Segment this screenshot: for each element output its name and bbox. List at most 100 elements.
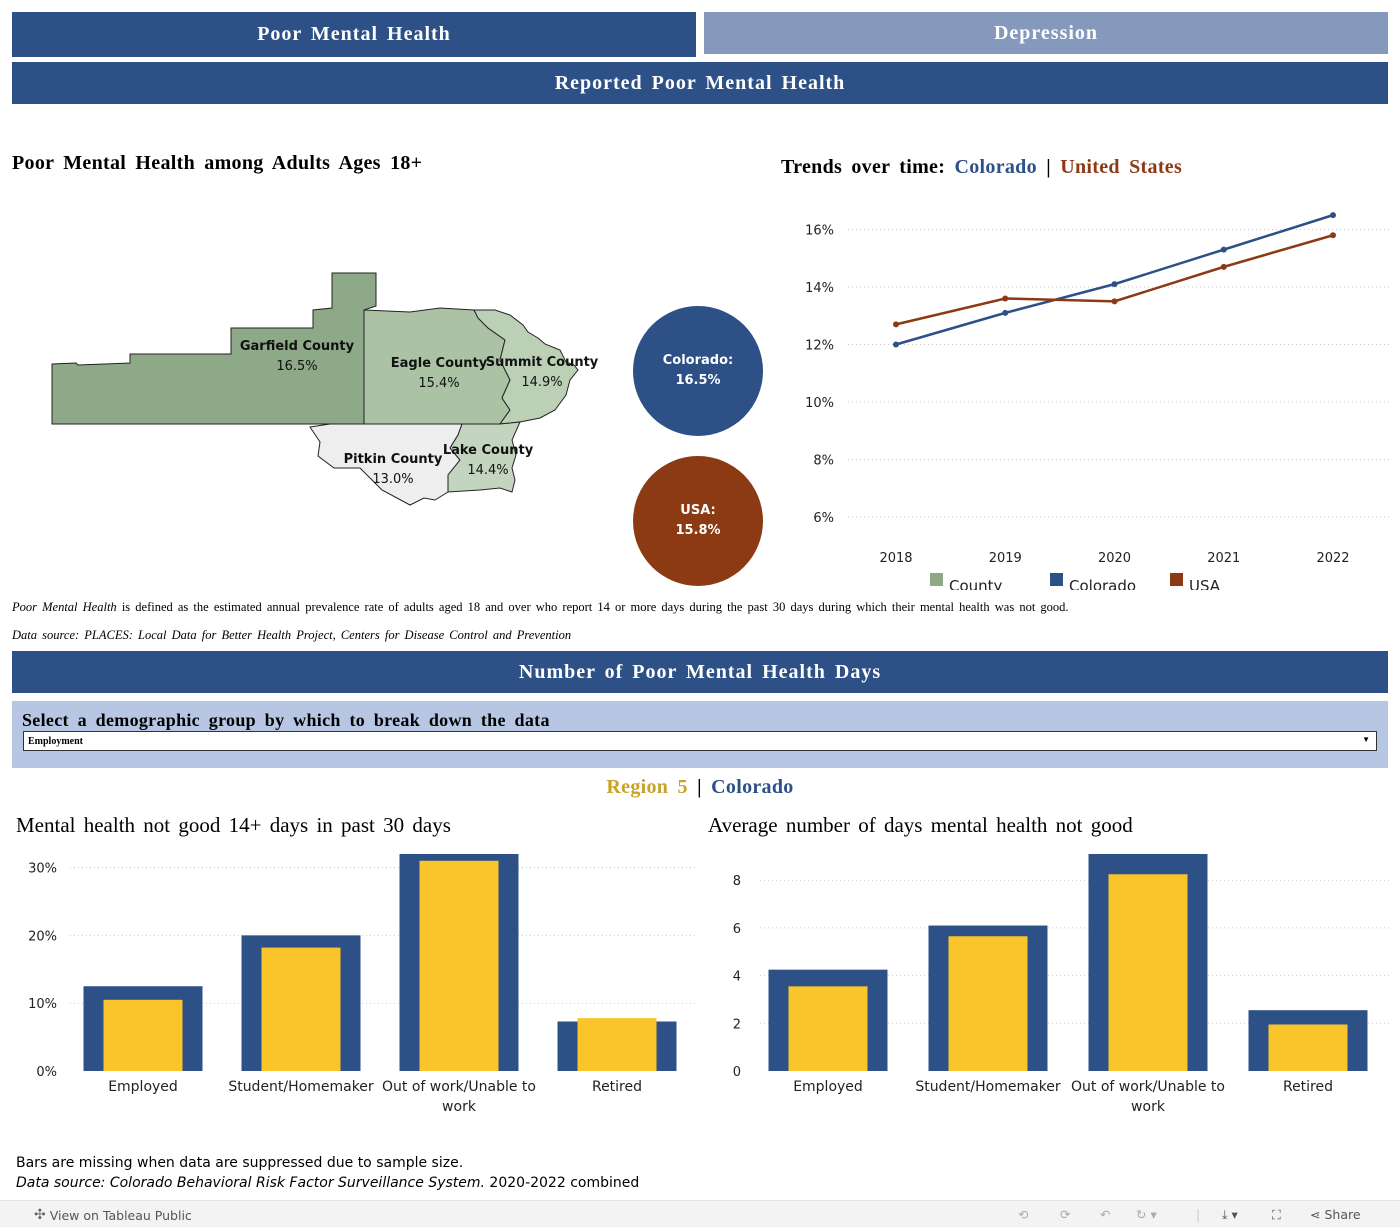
revert-icon[interactable]: ↶ <box>1100 1207 1111 1222</box>
bar-category-label: Retired <box>592 1079 642 1095</box>
legend-swatch-usa <box>1170 573 1183 586</box>
trend-x-tick: 2020 <box>1098 551 1131 566</box>
map-title: Poor Mental Health among Adults Ages 18+ <box>12 152 423 174</box>
data-source-note: Data source: PLACES: Local Data for Bett… <box>12 628 571 643</box>
legend-swatch-county <box>930 573 943 586</box>
trend-chart: 6% 8% 10% 12% 14% 16% 2018 2019 2020 2021 2022 Coun… <box>805 212 1390 590</box>
definition-text: is defined as the estimated annual preva… <box>116 600 1069 614</box>
brfss-source-years: 2020-2022 combined <box>484 1175 640 1191</box>
county-shape-summit[interactable] <box>473 309 579 425</box>
trend-line-usa <box>895 234 1334 326</box>
colorado-circle-label: Colorado: <box>662 353 734 368</box>
bar-region <box>788 986 868 1071</box>
trend-point-usa <box>1111 298 1118 305</box>
redo-icon[interactable]: ⟳ <box>1060 1207 1071 1222</box>
definition-note: Poor Mental Health is defined as the est… <box>12 600 1069 615</box>
bar-region <box>261 947 341 1071</box>
bar-category-label: Student/Homemaker <box>228 1079 374 1095</box>
bar-category-label: Out of work/Unable to <box>382 1079 536 1095</box>
county-value-pitkin: 13.0% <box>372 472 413 487</box>
demographic-dropdown[interactable]: Employment ▼ <box>23 731 1377 751</box>
toolbar-divider: | <box>1196 1207 1201 1222</box>
bar-y-tick: 20% <box>28 929 57 944</box>
trend-title-prefix: Trends over time: <box>781 156 946 178</box>
trend-y-tick: 6% <box>813 511 834 526</box>
bar-y-tick: 10% <box>28 997 57 1012</box>
trend-y-tick: 10% <box>805 396 834 411</box>
county-label-summit: Summit County <box>486 355 599 370</box>
bar-region <box>948 936 1028 1071</box>
bar-region <box>577 1018 657 1071</box>
trend-point-colorado <box>1111 281 1118 288</box>
trend-point-colorado <box>1220 246 1227 253</box>
bar-y-tick: 8 <box>733 874 741 889</box>
region-state: Colorado <box>711 776 794 798</box>
trend-point-colorado <box>1330 212 1336 219</box>
trend-y-tick: 14% <box>805 281 834 296</box>
data-source-text: Data source: PLACES: Local Data for Bett… <box>12 628 572 642</box>
undo-icon[interactable]: ⟲ <box>1018 1207 1029 1222</box>
trend-y-tick: 8% <box>813 454 834 469</box>
tableau-toolbar: ✣ View on Tableau Public ⟲ ⟳ ↶ ↻ ▾ | ⤓ ▾… <box>0 1200 1400 1227</box>
bar-region <box>419 860 499 1071</box>
bar-y-tick: 2 <box>733 1017 741 1032</box>
colorado-circle-value: 16.5% <box>675 373 721 388</box>
bar-y-tick: 0 <box>733 1065 741 1080</box>
county-value-eagle: 15.4% <box>418 376 459 391</box>
demographic-selector-panel: Select a demographic group by which to b… <box>12 701 1388 768</box>
trend-title-us: United States <box>1060 156 1183 178</box>
tab-poor-mental-health[interactable]: Poor Mental Health <box>12 12 696 57</box>
fullscreen-icon[interactable]: ⛶ <box>1272 1207 1281 1222</box>
legend-label-county: County <box>949 577 1003 590</box>
suppression-note: Bars are missing when data are suppresse… <box>16 1155 464 1171</box>
share-button[interactable]: ⋖ Share <box>1310 1207 1361 1222</box>
bar-y-tick: 6 <box>733 922 741 937</box>
usa-circle-value: 15.8% <box>675 523 721 538</box>
tab-depression[interactable]: Depression <box>704 12 1388 54</box>
bar-category-label: Out of work/Unable to <box>1071 1079 1225 1095</box>
section-banner-reported: Reported Poor Mental Health <box>12 62 1388 104</box>
usa-circle-label: USA: <box>680 503 716 518</box>
county-label-garfield: Garfield County <box>240 339 355 354</box>
county-shape-lake[interactable] <box>447 421 521 493</box>
view-on-tableau-link[interactable]: ✣ View on Tableau Public <box>34 1207 192 1223</box>
county-label-pitkin: Pitkin County <box>344 452 443 467</box>
usa-circle: USA: 15.8% <box>633 456 763 586</box>
chevron-down-icon: ▼ <box>1362 735 1370 744</box>
trend-point-usa <box>1330 232 1336 239</box>
trend-title-colorado: Colorado <box>954 156 1037 178</box>
trend-x-tick: 2019 <box>989 551 1022 566</box>
trend-point-usa <box>893 321 899 328</box>
region-header: Region 5 | Colorado <box>0 776 1400 799</box>
legend-swatch-colorado <box>1050 573 1063 586</box>
bar-category-label: Employed <box>108 1079 178 1095</box>
bar-category-label: work <box>442 1099 477 1115</box>
section-banner-days: Number of Poor Mental Health Days <box>12 651 1388 693</box>
trend-title: Trends over time: Colorado | United Stat… <box>781 156 1182 179</box>
trend-point-colorado <box>893 341 899 348</box>
county-value-summit: 14.9% <box>521 375 562 390</box>
bar-chart-percent: 0% 10% 20% 30% Employed Student/Homemaker Out … <box>28 854 695 1115</box>
region-sep: | <box>697 776 702 798</box>
bar-y-tick: 4 <box>733 970 741 985</box>
bar-category-label: work <box>1131 1099 1166 1115</box>
trend-point-colorado <box>1002 309 1009 316</box>
refresh-icon[interactable]: ↻ ▾ <box>1136 1207 1157 1222</box>
download-icon[interactable]: ⤓ ▾ <box>1222 1207 1238 1222</box>
share-label: Share <box>1324 1207 1361 1222</box>
brfss-source-note: Data source: Colorado Behavioral Risk Fa… <box>16 1175 639 1191</box>
county-label-lake: Lake County <box>443 443 534 458</box>
definition-term: Poor Mental Health <box>12 600 117 614</box>
colorado-circle: Colorado: 16.5% <box>633 306 763 436</box>
county-label-eagle: Eagle County <box>391 356 488 371</box>
selector-label: Select a demographic group by which to b… <box>22 710 550 730</box>
trend-y-tick: 12% <box>805 339 834 354</box>
county-map: Garfield County 16.5% Eagle County 15.4%… <box>51 272 599 506</box>
bar-chart-days: 0 2 4 6 8 Employed Student/Homemaker Out of wor… <box>733 854 1390 1115</box>
trend-title-sep: | <box>1046 156 1051 178</box>
bar-chart-2-title: Average number of days mental health not… <box>708 813 1133 837</box>
trend-x-tick: 2018 <box>879 551 912 566</box>
trend-line-colorado <box>895 213 1334 346</box>
trend-x-tick: 2022 <box>1316 551 1349 566</box>
trend-point-usa <box>1220 263 1227 270</box>
